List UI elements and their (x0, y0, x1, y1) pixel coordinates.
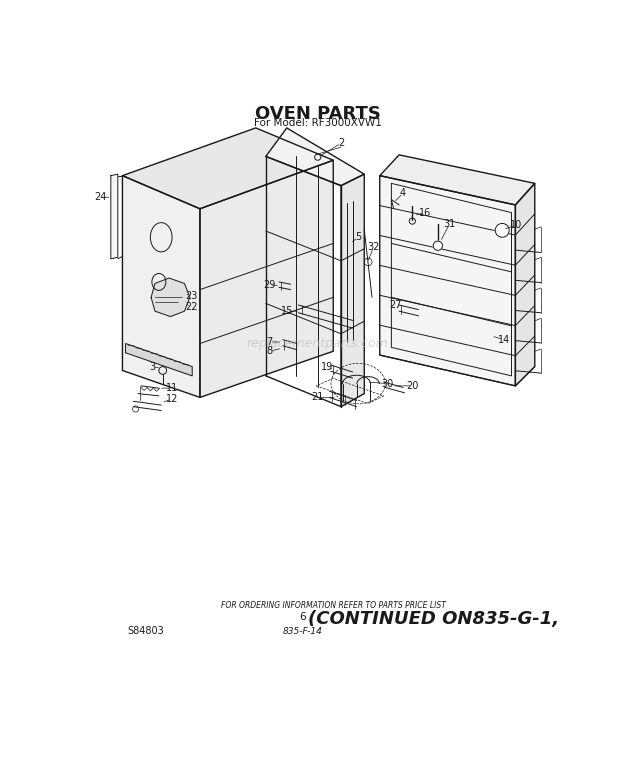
Text: FOR ORDERING INFORMATION REFER TO PARTS PRICE LIST: FOR ORDERING INFORMATION REFER TO PARTS … (221, 601, 446, 610)
Polygon shape (151, 278, 190, 317)
Text: 21: 21 (312, 393, 324, 402)
Text: 14: 14 (498, 335, 510, 345)
Polygon shape (379, 155, 534, 205)
Text: 22: 22 (185, 302, 198, 312)
Circle shape (433, 241, 443, 250)
Text: 16: 16 (418, 208, 431, 218)
Text: 8: 8 (267, 346, 273, 356)
Text: 3: 3 (149, 362, 155, 371)
Text: 15: 15 (281, 306, 293, 316)
Text: 2: 2 (338, 138, 344, 149)
Text: (CONTINUED ON835-G-1,: (CONTINUED ON835-G-1, (308, 610, 560, 628)
Text: 835-F-14: 835-F-14 (282, 627, 322, 636)
Polygon shape (341, 174, 365, 406)
Text: 6: 6 (299, 612, 306, 622)
Polygon shape (125, 343, 192, 376)
Text: S84803: S84803 (128, 627, 165, 637)
Polygon shape (266, 128, 365, 186)
Text: 29: 29 (264, 280, 276, 290)
Text: 20: 20 (406, 381, 419, 391)
Text: 12: 12 (166, 394, 178, 404)
Text: 24: 24 (95, 193, 107, 202)
Polygon shape (111, 174, 118, 258)
Text: 23: 23 (185, 291, 198, 301)
Text: 11: 11 (166, 384, 178, 393)
Text: 27: 27 (389, 300, 402, 310)
Text: 4: 4 (400, 189, 406, 199)
Circle shape (495, 224, 509, 237)
Text: 30: 30 (381, 378, 394, 389)
Text: 32: 32 (368, 243, 379, 252)
Text: 5: 5 (355, 232, 361, 243)
Polygon shape (123, 128, 334, 208)
Text: 19: 19 (321, 362, 333, 371)
Text: 10: 10 (510, 220, 522, 230)
Text: For Model: RF3000XVW1: For Model: RF3000XVW1 (254, 118, 382, 128)
Polygon shape (379, 176, 515, 386)
Polygon shape (515, 183, 534, 386)
Text: 7: 7 (267, 337, 273, 347)
Polygon shape (200, 160, 334, 397)
Text: OVEN PARTS: OVEN PARTS (255, 105, 381, 123)
Text: 31: 31 (443, 219, 456, 229)
Polygon shape (123, 176, 200, 397)
Text: replacementparts.com: replacementparts.com (247, 337, 389, 350)
